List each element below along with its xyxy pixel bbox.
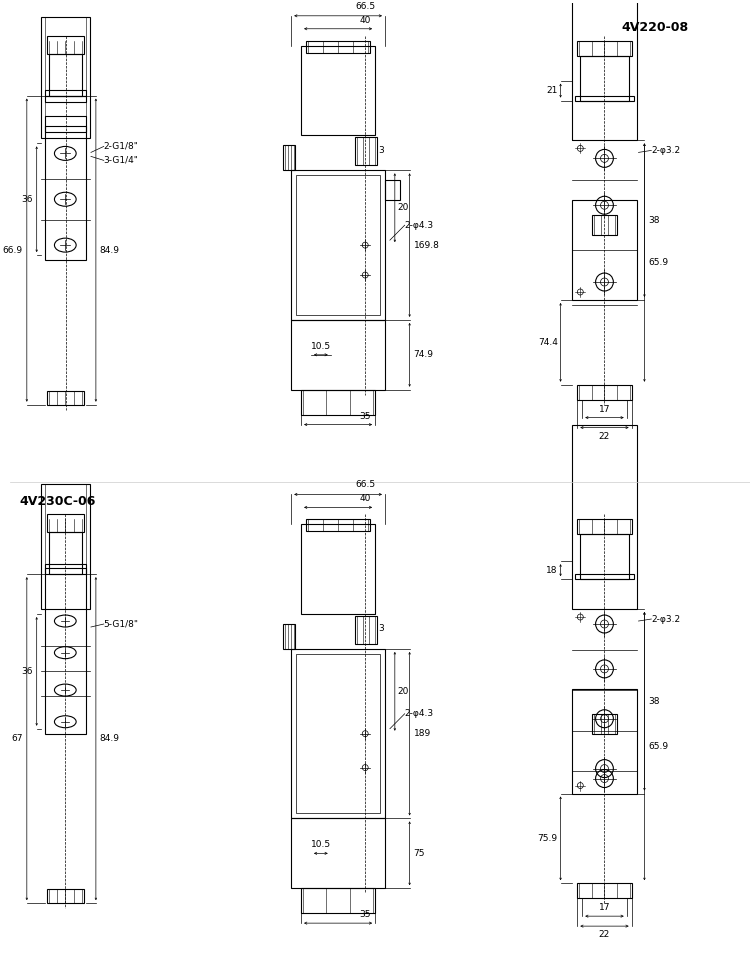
Bar bbox=[580, 56, 628, 101]
Bar bbox=[44, 127, 86, 133]
Bar bbox=[46, 890, 84, 903]
Text: 35: 35 bbox=[359, 411, 371, 421]
Bar bbox=[592, 713, 616, 734]
Text: 4V230C-06: 4V230C-06 bbox=[20, 496, 96, 508]
Bar bbox=[301, 390, 375, 414]
Text: 20: 20 bbox=[398, 687, 410, 696]
Bar bbox=[572, 425, 637, 609]
Text: 21: 21 bbox=[546, 86, 557, 95]
Text: 36: 36 bbox=[21, 195, 33, 203]
Text: 20: 20 bbox=[398, 203, 410, 212]
Bar bbox=[385, 180, 400, 200]
Bar bbox=[296, 175, 380, 315]
Bar bbox=[356, 137, 377, 166]
Text: 169.8: 169.8 bbox=[413, 241, 440, 250]
Text: 74.9: 74.9 bbox=[413, 350, 434, 359]
Bar bbox=[291, 818, 385, 889]
Bar bbox=[46, 514, 84, 532]
Text: 40: 40 bbox=[359, 495, 371, 503]
Bar bbox=[356, 616, 377, 644]
Bar bbox=[592, 215, 616, 235]
Text: 66.9: 66.9 bbox=[3, 246, 23, 255]
Text: 2-φ3.2: 2-φ3.2 bbox=[651, 615, 680, 623]
Bar bbox=[284, 624, 296, 649]
Bar bbox=[46, 391, 84, 405]
Text: 65.9: 65.9 bbox=[649, 741, 668, 750]
Text: 38: 38 bbox=[649, 216, 660, 225]
Bar bbox=[301, 525, 375, 614]
Text: 3: 3 bbox=[378, 624, 384, 633]
Bar bbox=[40, 16, 90, 138]
Text: 2-G1/8": 2-G1/8" bbox=[104, 142, 139, 151]
Text: 17: 17 bbox=[598, 903, 610, 912]
Bar bbox=[572, 200, 637, 300]
Text: 189: 189 bbox=[413, 729, 430, 739]
Bar bbox=[44, 96, 86, 102]
Bar bbox=[49, 532, 82, 574]
Bar bbox=[46, 36, 84, 53]
Bar bbox=[575, 574, 634, 579]
Bar bbox=[580, 534, 628, 579]
Text: 36: 36 bbox=[21, 667, 33, 676]
Bar bbox=[578, 519, 632, 534]
Text: 84.9: 84.9 bbox=[100, 246, 120, 255]
Bar bbox=[44, 484, 86, 609]
Text: 2-φ4.3: 2-φ4.3 bbox=[405, 710, 433, 718]
Bar bbox=[301, 889, 375, 913]
Bar bbox=[578, 883, 632, 898]
Bar bbox=[44, 16, 86, 138]
Text: 4V220-08: 4V220-08 bbox=[622, 20, 688, 34]
Bar bbox=[572, 0, 637, 140]
Bar bbox=[44, 568, 86, 574]
Text: 66.5: 66.5 bbox=[356, 480, 375, 490]
Bar bbox=[301, 45, 375, 136]
Text: 22: 22 bbox=[598, 930, 610, 939]
Text: 40: 40 bbox=[359, 15, 371, 25]
Text: 10.5: 10.5 bbox=[310, 840, 331, 849]
Text: 10.5: 10.5 bbox=[310, 342, 331, 350]
Text: 3: 3 bbox=[378, 146, 384, 155]
Bar bbox=[284, 145, 296, 170]
Bar bbox=[306, 519, 370, 531]
Text: 3-G1/4": 3-G1/4" bbox=[104, 156, 139, 165]
Text: 35: 35 bbox=[359, 910, 371, 920]
Text: 5-G1/8": 5-G1/8" bbox=[104, 620, 139, 628]
Bar bbox=[578, 41, 632, 56]
Text: 74.4: 74.4 bbox=[538, 338, 557, 347]
Text: 38: 38 bbox=[649, 697, 660, 706]
Text: 75.9: 75.9 bbox=[538, 833, 557, 843]
Bar bbox=[296, 654, 380, 813]
Bar bbox=[40, 484, 90, 609]
Text: 84.9: 84.9 bbox=[100, 734, 120, 743]
Bar bbox=[44, 90, 86, 96]
Bar bbox=[306, 41, 370, 52]
Bar bbox=[291, 170, 385, 319]
Text: 17: 17 bbox=[598, 405, 610, 413]
Bar bbox=[572, 689, 637, 794]
Text: 2-φ3.2: 2-φ3.2 bbox=[651, 146, 680, 155]
Text: 75: 75 bbox=[413, 849, 425, 858]
Text: 18: 18 bbox=[546, 565, 557, 575]
Bar bbox=[291, 319, 385, 390]
Bar bbox=[575, 96, 634, 101]
Bar bbox=[44, 564, 86, 734]
Bar bbox=[44, 115, 86, 260]
Text: 65.9: 65.9 bbox=[649, 258, 668, 267]
Text: 67: 67 bbox=[11, 734, 23, 743]
Text: 2-φ4.3: 2-φ4.3 bbox=[405, 221, 433, 229]
Bar bbox=[49, 53, 82, 96]
Text: 66.5: 66.5 bbox=[356, 2, 375, 11]
Text: 22: 22 bbox=[598, 432, 610, 440]
Bar bbox=[578, 384, 632, 400]
Bar bbox=[291, 649, 385, 818]
